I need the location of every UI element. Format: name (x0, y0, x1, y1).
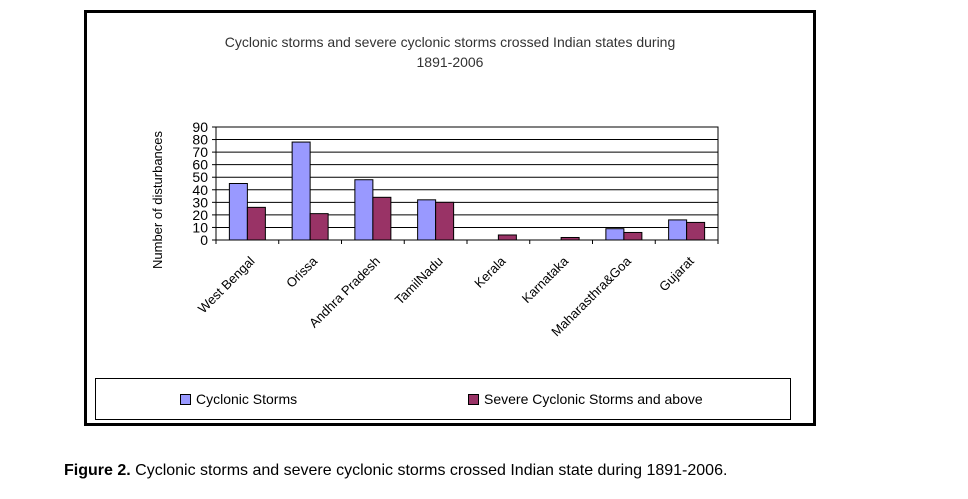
bar-severe (623, 231, 643, 241)
legend-label-severe: Severe Cyclonic Storms and above (484, 391, 703, 407)
x-tick-label: Karnataka (519, 253, 572, 306)
y-tick-label: 0 (200, 232, 208, 248)
y-tick-label: 10 (192, 219, 208, 235)
legend-item-severe: Severe Cyclonic Storms and above (468, 391, 703, 407)
x-tick-label: TamilNadu (392, 254, 446, 308)
bar-severe (309, 213, 329, 241)
bar-severe (686, 221, 706, 241)
x-tick-label: West Bengal (195, 253, 258, 316)
y-tick-label: 30 (192, 194, 208, 210)
plot-area (215, 126, 719, 241)
bar-severe (435, 201, 455, 241)
y-tick-label: 90 (192, 119, 208, 135)
legend-label-cyclonic: Cyclonic Storms (196, 391, 298, 407)
y-axis-label: Number of disturbances (150, 130, 165, 269)
y-tick-label: 40 (192, 182, 208, 198)
bar-cyclonic (354, 179, 374, 241)
x-tick-label: Kerala (471, 253, 509, 291)
x-tick-label: Gujarat (656, 253, 697, 294)
x-tick-label: Orissa (283, 253, 321, 291)
chart-title-line: 1891-2006 (417, 54, 484, 70)
legend-item-cyclonic: Cyclonic Storms (180, 391, 297, 407)
y-tick-label: 60 (192, 157, 208, 173)
bar-severe (372, 196, 392, 241)
caption-label: Figure 2. (64, 462, 131, 479)
y-tick-label: 50 (192, 169, 208, 185)
figure-caption: Figure 2. Cyclonic storms and severe cyc… (64, 462, 727, 480)
caption-text: Cyclonic storms and severe cyclonic stor… (130, 462, 728, 479)
legend-swatch-severe (468, 393, 479, 405)
bar-cyclonic (228, 183, 248, 241)
y-tick-label: 20 (192, 207, 208, 223)
legend-swatch-cyclonic (180, 393, 191, 405)
bar-severe (497, 234, 517, 241)
bar-severe (560, 236, 580, 241)
chart-title-line: Cyclonic storms and severe cyclonic stor… (225, 34, 676, 50)
bar-cyclonic (417, 199, 437, 241)
y-tick-label: 70 (192, 144, 208, 160)
bar-cyclonic (605, 228, 625, 241)
bar-cyclonic (668, 219, 688, 241)
bar-severe (246, 206, 266, 241)
legend: Cyclonic Storms Severe Cyclonic Storms a… (95, 378, 791, 420)
bar-cyclonic (291, 141, 311, 241)
y-tick-label: 80 (192, 132, 208, 148)
